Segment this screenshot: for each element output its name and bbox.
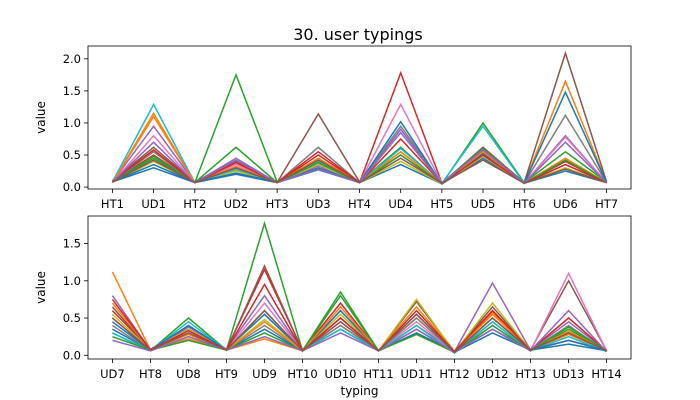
y-tick-label: 0.5 [63,148,81,162]
y-tick-label: 0.0 [63,348,81,362]
x-tick-label: UD1 [141,197,166,211]
x-tick-label: UD9 [252,367,277,381]
x-tick-label: HT7 [595,197,618,211]
x-tick-label: HT10 [287,367,317,381]
x-tick-label: HT2 [183,197,206,211]
x-tick-label: UD10 [325,367,357,381]
y-tick-label: 1.0 [63,274,81,288]
series-line [112,157,607,185]
bottom-plot: UD7 HT8 UD8 HT9 UD9 HT10 UD10 HT11 UD11 HT12 UD12 H… [34,215,632,398]
x-tick-label: HT5 [430,197,453,211]
x-tick-label: HT12 [439,367,469,381]
series-line [111,309,607,354]
x-tick-label: UD3 [306,197,331,211]
top-plot: HT1 UD1 HT2 UD2 HT3 UD3 HT4 UD4 HT5 UD5 HT6 UD6 HT7 0… [34,45,632,211]
x-tick-label: HT6 [513,197,536,211]
y-tick-label: 1.0 [63,116,81,130]
x-tick-label: HT13 [515,367,545,381]
chart-title: 30. user typings [293,25,423,44]
x-tick-label: UD6 [553,197,578,211]
x-axis-label: typing [341,384,379,398]
x-tick-label: HT1 [101,197,124,211]
series-line [112,309,608,354]
x-tick-label: HT8 [139,367,162,381]
x-tick-label: UD8 [176,367,201,381]
x-tick-label: UD4 [388,197,413,211]
y-axis-label: value [34,271,48,304]
x-tick-label: UD2 [224,197,249,211]
series-line [111,282,608,353]
x-tick-label: UD11 [401,367,433,381]
y-tick-label: 0.5 [63,311,81,325]
x-tick-label: HT4 [348,197,371,211]
y-tick-label: 1.5 [63,84,81,98]
x-tick-label: UD13 [553,367,585,381]
x-tick-label: UD7 [100,367,125,381]
y-axis-label: value [34,101,48,134]
x-tick-label: HT11 [363,367,393,381]
x-tick-label: HT14 [591,367,621,381]
x-tick-label: UD12 [477,367,509,381]
series-line [111,298,607,354]
x-tick-label: UD5 [471,197,496,211]
plot-frame [87,215,632,360]
x-tick-label: HT3 [266,197,289,211]
y-tick-label: 2.0 [63,52,81,66]
x-tick-label: HT9 [215,367,238,381]
y-tick-label: 0.0 [63,180,81,194]
y-tick-label: 1.5 [63,237,81,251]
